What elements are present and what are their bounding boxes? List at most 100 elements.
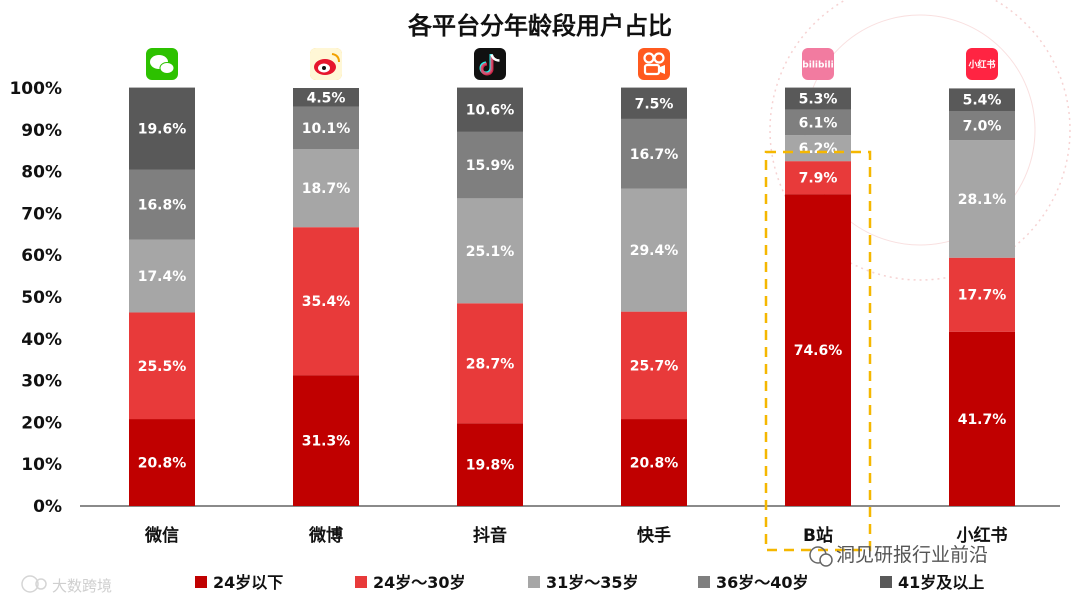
y-tick-label: 60% xyxy=(21,246,62,266)
bar-segment xyxy=(129,419,195,506)
data-label: 10.1% xyxy=(302,121,351,137)
data-label: 18.7% xyxy=(302,181,351,197)
data-label: 19.8% xyxy=(466,458,515,474)
data-label: 7.0% xyxy=(963,119,1002,135)
y-tick-label: 90% xyxy=(21,121,62,141)
weibo-icon xyxy=(310,48,342,80)
watermark-logo-icon xyxy=(21,575,39,593)
y-tick-label: 50% xyxy=(21,288,62,308)
bar-segment xyxy=(129,239,195,313)
bar-segment xyxy=(129,169,195,240)
x-tick-label: B站 xyxy=(803,525,833,546)
x-tick-label: 微博 xyxy=(308,525,343,546)
y-tick-label: 10% xyxy=(21,455,62,475)
bar-segment xyxy=(949,331,1015,506)
data-label: 10.6% xyxy=(466,103,515,119)
douyin-icon xyxy=(474,48,506,80)
bar-segment xyxy=(129,312,195,420)
bar-segment xyxy=(785,109,851,136)
data-label: 17.7% xyxy=(958,288,1007,304)
legend-label: 24岁～30岁 xyxy=(373,573,466,592)
data-label: 31.3% xyxy=(302,434,351,450)
y-tick-label: 20% xyxy=(21,413,62,433)
legend-item: 41岁及以上 xyxy=(880,573,984,592)
icon-text: bilibili xyxy=(802,61,833,71)
bar-segment xyxy=(621,419,687,506)
legend-swatch xyxy=(698,576,710,588)
bar-segment xyxy=(129,87,195,170)
legend-label: 31岁～35岁 xyxy=(546,573,639,592)
chart-title: 各平台分年龄段用户占比 xyxy=(407,12,672,40)
y-tick-label: 100% xyxy=(9,79,62,99)
y-tick-label: 30% xyxy=(21,372,62,392)
data-label: 7.5% xyxy=(635,96,674,112)
bar-segment xyxy=(949,88,1015,111)
data-label: 25.5% xyxy=(138,359,187,375)
x-tick-label: 小红书 xyxy=(957,525,1008,546)
bar-segment xyxy=(293,149,359,228)
legend-label: 24岁以下 xyxy=(213,573,283,592)
bar-segment xyxy=(621,188,687,312)
bilibili-icon: bilibili xyxy=(802,48,834,80)
data-labels: 20.8% 25.5% 17.4% 16.8% 19.6% 31.3% 35.4% 18.7%… xyxy=(138,90,1007,473)
bar-segment xyxy=(785,161,851,195)
bar-segment xyxy=(621,311,687,420)
y-tick-label: 80% xyxy=(21,163,62,183)
icon-text: 小红书 xyxy=(967,59,995,71)
wechat-icon xyxy=(146,48,178,80)
legend-item: 24岁～30岁 xyxy=(355,573,466,592)
data-label: 41.7% xyxy=(958,412,1007,428)
data-label: 6.2% xyxy=(799,141,838,157)
x-tick-label: 抖音 xyxy=(473,525,507,546)
data-label: 4.5% xyxy=(307,90,346,106)
bar-segment xyxy=(785,194,851,506)
x-tick-label: 快手 xyxy=(637,525,671,546)
bar-segment xyxy=(457,423,523,506)
bar-segment xyxy=(949,110,1015,141)
data-label: 28.7% xyxy=(466,356,515,372)
watermark-left: 大数跨境 xyxy=(52,577,112,595)
data-label: 74.6% xyxy=(794,343,843,359)
bar-segment xyxy=(293,375,359,506)
data-label: 29.4% xyxy=(630,243,679,259)
legend-item: 36岁～40岁 xyxy=(698,573,809,592)
data-label: 20.8% xyxy=(630,456,679,472)
highlight-box xyxy=(764,150,872,552)
decor-ring xyxy=(769,0,1071,281)
y-tick-label: 70% xyxy=(21,204,62,224)
data-label: 19.6% xyxy=(138,122,187,138)
watermark-logo-icon xyxy=(35,578,47,590)
data-label: 16.7% xyxy=(630,147,679,163)
data-label: 5.4% xyxy=(963,93,1002,109)
data-label: 17.4% xyxy=(138,269,187,285)
bar-segment xyxy=(785,87,851,110)
watermark-right: 洞见研报行业前沿 xyxy=(836,544,988,566)
bars xyxy=(129,87,1015,506)
bar-segment xyxy=(293,106,359,150)
legend-swatch xyxy=(355,576,367,588)
legend-label: 36岁～40岁 xyxy=(716,573,809,592)
bar-segment xyxy=(621,118,687,189)
axes: 0% 10% 20% 30% 40% 50% 60% 70% 80% 90% 100% 微信 微博 抖音 快… xyxy=(9,79,1060,546)
bar-segment xyxy=(457,303,523,424)
legend-item: 24岁以下 xyxy=(195,573,283,592)
bar-segment xyxy=(457,131,523,199)
x-tick-label: 微信 xyxy=(144,525,179,546)
legend-item: 31岁～35岁 xyxy=(528,573,639,592)
bar-segment xyxy=(949,140,1015,258)
data-label: 15.9% xyxy=(466,158,515,174)
legend-label: 41岁及以上 xyxy=(898,573,984,592)
bar-segment xyxy=(457,198,523,304)
kuaishou-icon xyxy=(638,48,670,80)
wechat-watermark-icon xyxy=(819,553,833,567)
data-label: 6.1% xyxy=(799,115,838,131)
xiaohongshu-icon: 小红书 xyxy=(966,48,998,80)
platform-icons: bilibili 小红书 xyxy=(146,48,998,80)
data-label: 25.7% xyxy=(630,358,679,374)
data-label: 5.3% xyxy=(799,92,838,108)
data-label: 16.8% xyxy=(138,198,187,214)
data-label: 7.9% xyxy=(799,171,838,187)
legend-swatch xyxy=(195,576,207,588)
bar-segment xyxy=(293,227,359,376)
